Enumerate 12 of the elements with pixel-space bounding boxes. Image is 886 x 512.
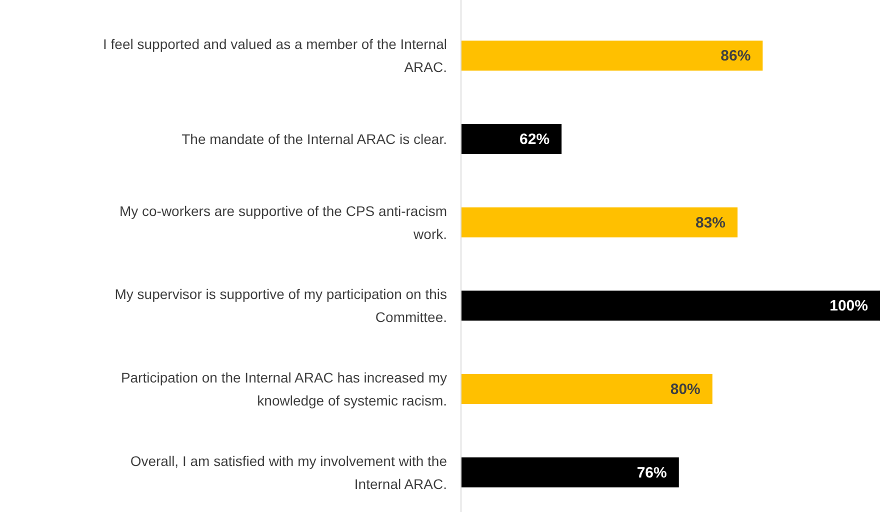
y-tick-label: I feel supported and valued as a member of the Internal ARAC. — [103, 36, 447, 76]
data-label: 76% — [636, 464, 667, 482]
y-tick-label: The mandate of the Internal ARAC is clear. — [182, 131, 447, 147]
y-tick-label: Overall, I am satisfied with my involvement with the Internal ARAC. — [130, 452, 448, 492]
data-label: 100% — [830, 298, 868, 315]
data-label: 83% — [696, 214, 726, 232]
data-label: 80% — [670, 381, 700, 398]
y-tick-label: My co-workers are supportive of the CPS anti-racism work. — [119, 202, 447, 242]
data-label: 62% — [520, 131, 550, 148]
y-tick-label: Participation on the Internal ARAC has increased my knowledge of systemic racism. — [120, 370, 447, 408]
data-label: 86% — [720, 48, 751, 65]
y-tick-label: My supervisor is supportive of my participation on this Committee. — [114, 286, 447, 326]
